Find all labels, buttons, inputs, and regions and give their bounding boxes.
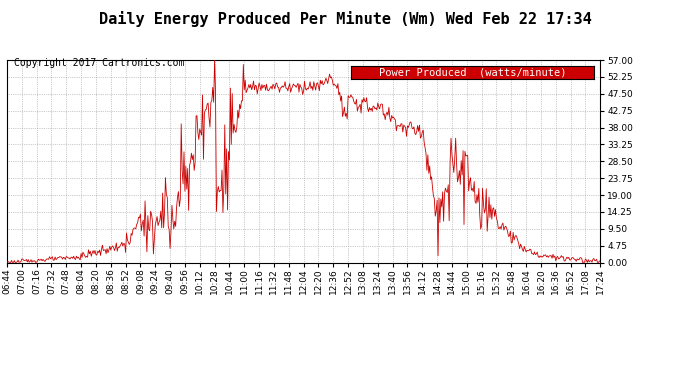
Text: Copyright 2017 Cartronics.com: Copyright 2017 Cartronics.com (14, 58, 184, 68)
Text: Daily Energy Produced Per Minute (Wm) Wed Feb 22 17:34: Daily Energy Produced Per Minute (Wm) We… (99, 11, 591, 27)
